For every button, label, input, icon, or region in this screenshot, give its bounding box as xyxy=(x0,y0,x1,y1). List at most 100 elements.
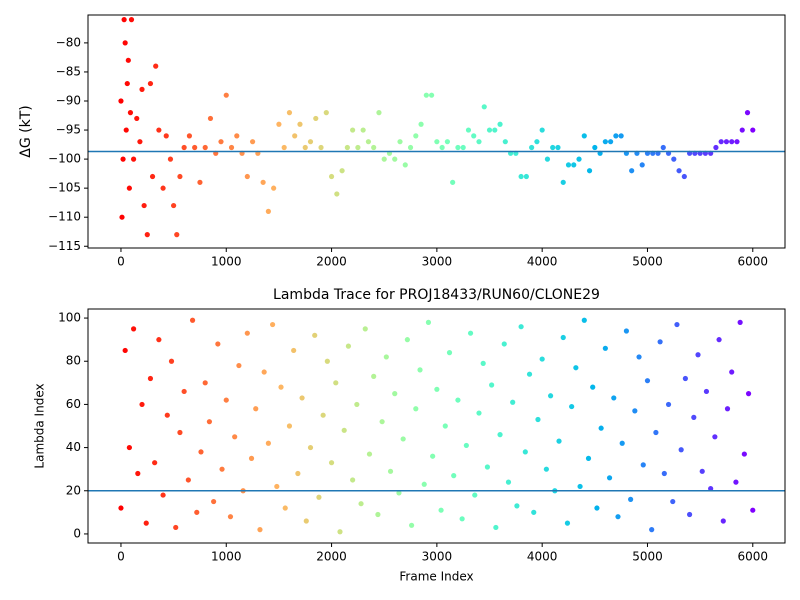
point xyxy=(695,352,701,358)
point xyxy=(143,520,149,526)
y-tick-label: −115 xyxy=(48,239,81,253)
point xyxy=(350,477,356,483)
point xyxy=(198,449,204,455)
y-tick-label: 0 xyxy=(73,526,81,540)
point xyxy=(121,17,127,23)
point xyxy=(413,133,419,139)
y-tick-label: −95 xyxy=(56,123,81,137)
point xyxy=(523,173,529,180)
point xyxy=(718,139,724,145)
point xyxy=(465,127,472,133)
point xyxy=(128,17,135,23)
point xyxy=(318,144,324,151)
point xyxy=(481,104,487,110)
x-tick-label: 6000 xyxy=(738,255,769,269)
point xyxy=(124,80,130,87)
point xyxy=(269,321,276,328)
point xyxy=(544,156,551,162)
point xyxy=(360,127,366,133)
point xyxy=(228,144,235,151)
point xyxy=(623,328,630,334)
point xyxy=(206,419,213,425)
point xyxy=(345,343,352,349)
point xyxy=(149,173,156,180)
point xyxy=(640,462,646,468)
point xyxy=(339,168,345,174)
point xyxy=(497,121,503,127)
point xyxy=(450,179,456,185)
point xyxy=(592,144,598,151)
point xyxy=(534,139,540,145)
point xyxy=(602,345,608,351)
point xyxy=(334,191,340,197)
point xyxy=(144,232,150,238)
point xyxy=(313,115,319,122)
point xyxy=(529,144,535,151)
point xyxy=(257,527,263,533)
point xyxy=(653,429,659,436)
point xyxy=(396,490,402,496)
point xyxy=(365,139,372,145)
point xyxy=(219,466,225,472)
point xyxy=(197,179,203,185)
point xyxy=(236,362,242,369)
point xyxy=(215,341,221,347)
point xyxy=(125,57,131,63)
point xyxy=(560,334,566,341)
point xyxy=(713,144,719,151)
x-tick-label: 0 xyxy=(117,255,125,269)
point xyxy=(297,121,303,127)
point xyxy=(739,127,745,133)
point xyxy=(585,455,592,461)
point xyxy=(276,121,282,127)
point xyxy=(510,399,516,405)
point xyxy=(750,127,756,133)
point xyxy=(408,522,415,528)
point xyxy=(341,427,347,433)
point xyxy=(514,503,520,509)
point xyxy=(734,139,740,145)
point xyxy=(565,162,572,168)
point xyxy=(741,451,747,457)
point xyxy=(358,501,364,507)
point xyxy=(392,156,398,162)
point xyxy=(244,330,250,336)
point xyxy=(492,127,498,133)
point xyxy=(168,358,175,364)
point xyxy=(556,438,562,444)
point xyxy=(160,492,166,498)
point xyxy=(543,466,549,472)
point xyxy=(413,406,419,412)
point xyxy=(392,391,398,397)
axes-frame xyxy=(87,14,786,249)
x-tick-label: 5000 xyxy=(632,255,663,269)
point xyxy=(417,367,423,373)
point xyxy=(261,369,267,375)
point xyxy=(472,492,478,498)
point xyxy=(439,144,445,151)
point xyxy=(174,232,180,238)
point xyxy=(539,127,545,133)
y-tick-label: −90 xyxy=(56,93,81,107)
point xyxy=(712,434,718,440)
point xyxy=(323,110,329,116)
point xyxy=(602,139,608,145)
point xyxy=(163,133,169,139)
point xyxy=(376,110,382,116)
point xyxy=(577,483,583,490)
point xyxy=(122,40,128,46)
point xyxy=(560,179,566,185)
x-tick-label: 2000 xyxy=(316,550,347,564)
point xyxy=(303,518,309,524)
point xyxy=(522,449,528,455)
point xyxy=(590,384,596,390)
point xyxy=(153,63,159,69)
point xyxy=(501,341,507,347)
point xyxy=(185,477,191,483)
point xyxy=(618,133,624,139)
point xyxy=(423,92,429,98)
point xyxy=(291,347,297,354)
point xyxy=(194,509,200,515)
point xyxy=(733,479,739,485)
point xyxy=(292,133,298,139)
